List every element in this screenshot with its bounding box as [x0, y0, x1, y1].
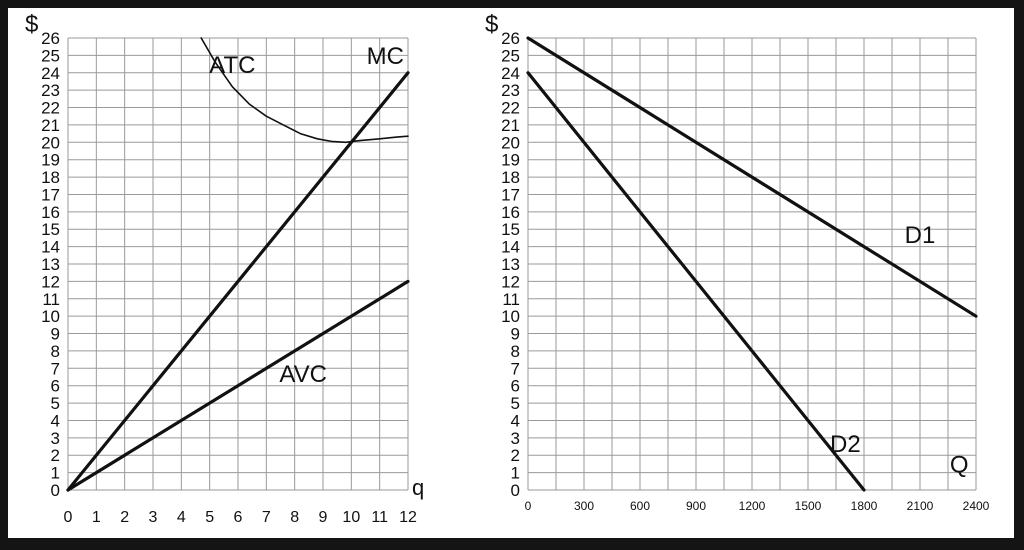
y-tick-label: 14	[41, 238, 60, 257]
y-tick-label: 18	[41, 168, 60, 187]
x-tick-label: 2	[120, 509, 129, 526]
y-tick-label: 13	[41, 255, 60, 274]
y-tick-label: 15	[501, 220, 520, 239]
y-tick-label: 5	[511, 394, 520, 413]
y-tick-label: 0	[511, 481, 520, 500]
y-tick-label: 17	[41, 185, 60, 204]
y-tick-label: 7	[511, 359, 520, 378]
x-tick-label: 8	[290, 509, 299, 526]
y-tick-label: 22	[41, 99, 60, 118]
y-tick-label: 11	[42, 290, 60, 309]
x-tick-label: 9	[319, 509, 328, 526]
x-tick-label: 6	[234, 509, 243, 526]
y-tick-label: 26	[501, 29, 520, 48]
y-tick-label: 0	[51, 481, 60, 500]
y-tick-label: 11	[502, 290, 520, 309]
y-tick-label: 12	[501, 272, 520, 291]
x-tick-label: 1	[92, 509, 101, 526]
y-tick-label: 16	[41, 203, 60, 222]
y-tick-label: 9	[511, 325, 520, 344]
y-tick-label: 7	[51, 359, 60, 378]
y-tick-label: 10	[41, 307, 60, 326]
y-tick-label: 24	[501, 64, 520, 83]
y-tick-label: 21	[501, 116, 520, 135]
annotation-avc: AVC	[279, 361, 327, 388]
x-tick-label: 12	[399, 509, 417, 526]
x-tick-label: 5	[205, 509, 214, 526]
series-line-atc	[200, 37, 409, 144]
y-tick-label: 23	[501, 81, 520, 100]
annotation-mc: MC	[367, 43, 404, 70]
series-line-d2	[526, 71, 866, 492]
y-tick-label: 26	[41, 29, 60, 48]
y-tick-label: 2	[51, 446, 60, 465]
y-tick-label: 22	[501, 99, 520, 118]
y-tick-label: 3	[511, 429, 520, 448]
annotation-d2: D2	[830, 431, 861, 458]
x-tick-label: 2100	[907, 499, 934, 513]
x-tick-label: 2400	[963, 499, 990, 513]
y-tick-label: 4	[51, 411, 60, 430]
annotation-q: Q	[950, 452, 969, 479]
y-tick-label: 19	[501, 151, 520, 170]
x-tick-label: 7	[262, 509, 271, 526]
y-tick-label: 23	[41, 81, 60, 100]
y-tick-label: 5	[51, 394, 60, 413]
annotation-atc: ATC	[209, 52, 255, 79]
x-tick-label: 11	[371, 509, 388, 526]
annotation-d1: D1	[905, 222, 936, 249]
x-tick-label: 1500	[795, 499, 822, 513]
x-tick-label: 0	[64, 509, 73, 526]
y-tick-label: 24	[41, 64, 60, 83]
y-tick-label: 25	[501, 46, 520, 65]
y-tick-label: 25	[41, 46, 60, 65]
x-tick-label: 1200	[739, 499, 766, 513]
y-tick-label: 3	[51, 429, 60, 448]
cost-curves-chart: 0123456789101112131415161718192021222324…	[25, 11, 424, 526]
y-tick-label: 1	[51, 464, 60, 483]
y-tick-label: 14	[501, 238, 520, 257]
y-tick-label: 2	[511, 446, 520, 465]
y-axis-label: $	[485, 11, 498, 38]
series-line-d1	[526, 36, 978, 318]
y-tick-label: 8	[511, 342, 520, 361]
x-tick-label: 600	[630, 499, 650, 513]
x-tick-label: 10	[342, 509, 360, 526]
demand-curves-chart: 0123456789101112131415161718192021222324…	[485, 11, 990, 513]
x-tick-label: 1800	[851, 499, 878, 513]
x-tick-label: 300	[574, 499, 594, 513]
y-tick-label: 13	[501, 255, 520, 274]
x-tick-label: 3	[149, 509, 158, 526]
y-tick-label: 21	[41, 116, 60, 135]
x-tick-label: 900	[686, 499, 706, 513]
y-tick-label: 15	[41, 220, 60, 239]
y-tick-label: 8	[51, 342, 60, 361]
x-tick-label: 4	[177, 509, 186, 526]
y-tick-label: 20	[41, 133, 60, 152]
x-tick-label: 0	[525, 499, 532, 513]
y-tick-label: 9	[51, 325, 60, 344]
y-tick-label: 12	[41, 272, 60, 291]
figure-frame: 0 1 2 3 4 5 6 7 8 9 10 11 12 13 14 15 16 17 18 19 20 21 22 23 24…	[8, 8, 1014, 538]
y-tick-label: 16	[501, 203, 520, 222]
y-tick-label: 6	[51, 377, 60, 396]
y-tick-label: 10	[501, 307, 520, 326]
y-tick-label: 4	[511, 411, 520, 430]
y-tick-label: 18	[501, 168, 520, 187]
y-tick-label: 17	[501, 185, 520, 204]
y-tick-label: 6	[511, 377, 520, 396]
y-axis-label: $	[25, 11, 38, 38]
y-tick-label: 1	[511, 464, 520, 483]
y-tick-label: 19	[41, 151, 60, 170]
series-line-avc	[66, 279, 410, 492]
y-tick-label: 20	[501, 133, 520, 152]
x-axis-label: q	[412, 475, 424, 500]
